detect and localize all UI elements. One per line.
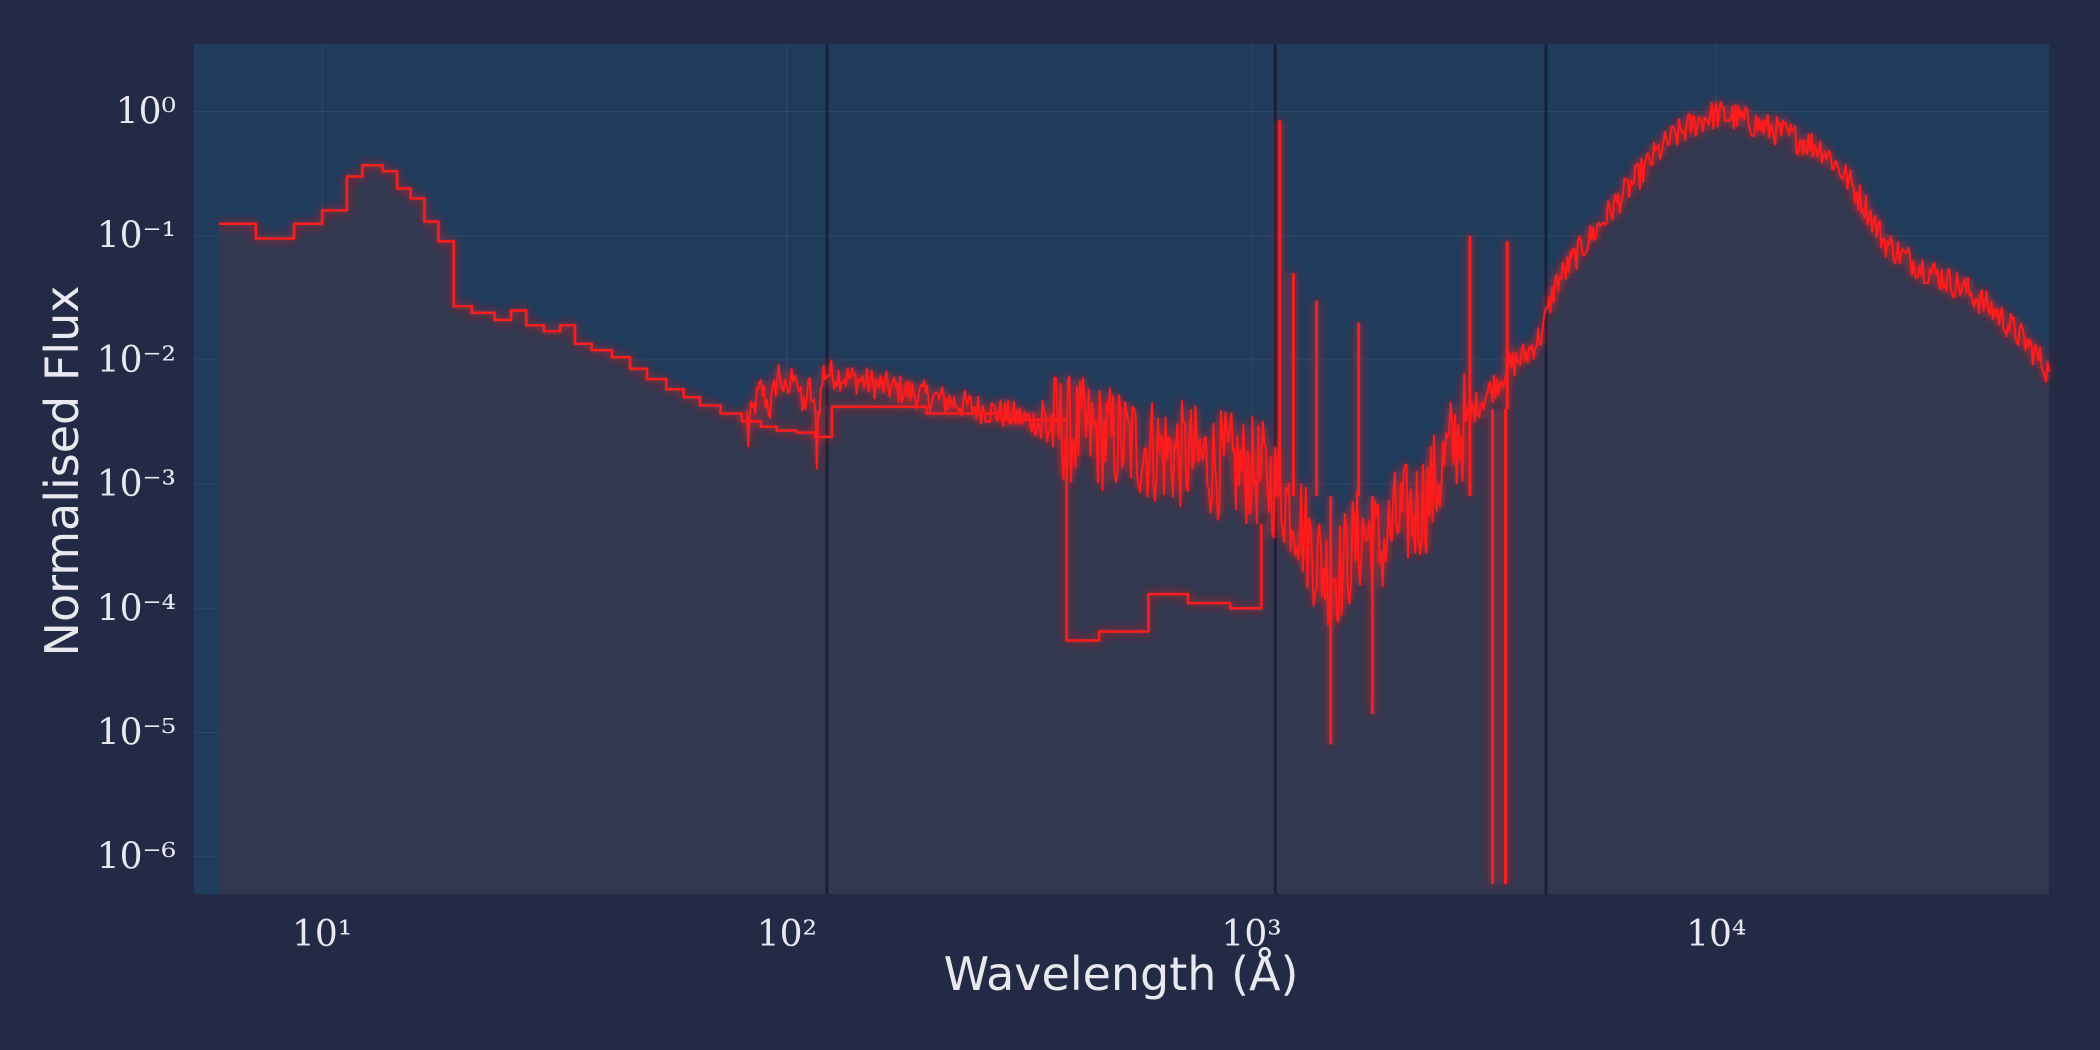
x-tick-label: 10² bbox=[757, 914, 817, 955]
x-tick-labels: 10¹ 10² 10³ 10⁴ bbox=[292, 914, 1746, 955]
y-tick-label: 10⁻⁵ bbox=[97, 712, 176, 753]
y-axis-title: Normalised Flux bbox=[35, 286, 89, 657]
x-tick-label: 10⁴ bbox=[1686, 914, 1746, 955]
y-tick-label: 10⁻¹ bbox=[97, 216, 176, 257]
y-tick-label: 10⁻⁴ bbox=[97, 588, 176, 629]
x-axis-title: Wavelength (Å) bbox=[944, 947, 1299, 1001]
y-tick-label: 10⁰ bbox=[116, 92, 176, 133]
spectrum-lines bbox=[219, 101, 2050, 885]
spectrum-fills bbox=[219, 102, 2049, 894]
x-tick-label: 10³ bbox=[1221, 914, 1281, 955]
spectrum-line bbox=[745, 101, 2050, 626]
x-tick-label: 10¹ bbox=[292, 914, 352, 955]
y-tick-label: 10⁻² bbox=[97, 340, 176, 381]
y-tick-label: 10⁻⁶ bbox=[97, 837, 176, 878]
y-tick-labels: 10⁰ 10⁻¹ 10⁻² 10⁻³ 10⁻⁴ 10⁻⁵ 10⁻⁶ bbox=[97, 92, 176, 878]
y-tick-label: 10⁻³ bbox=[97, 464, 176, 505]
spectrum-fill bbox=[746, 102, 2049, 894]
